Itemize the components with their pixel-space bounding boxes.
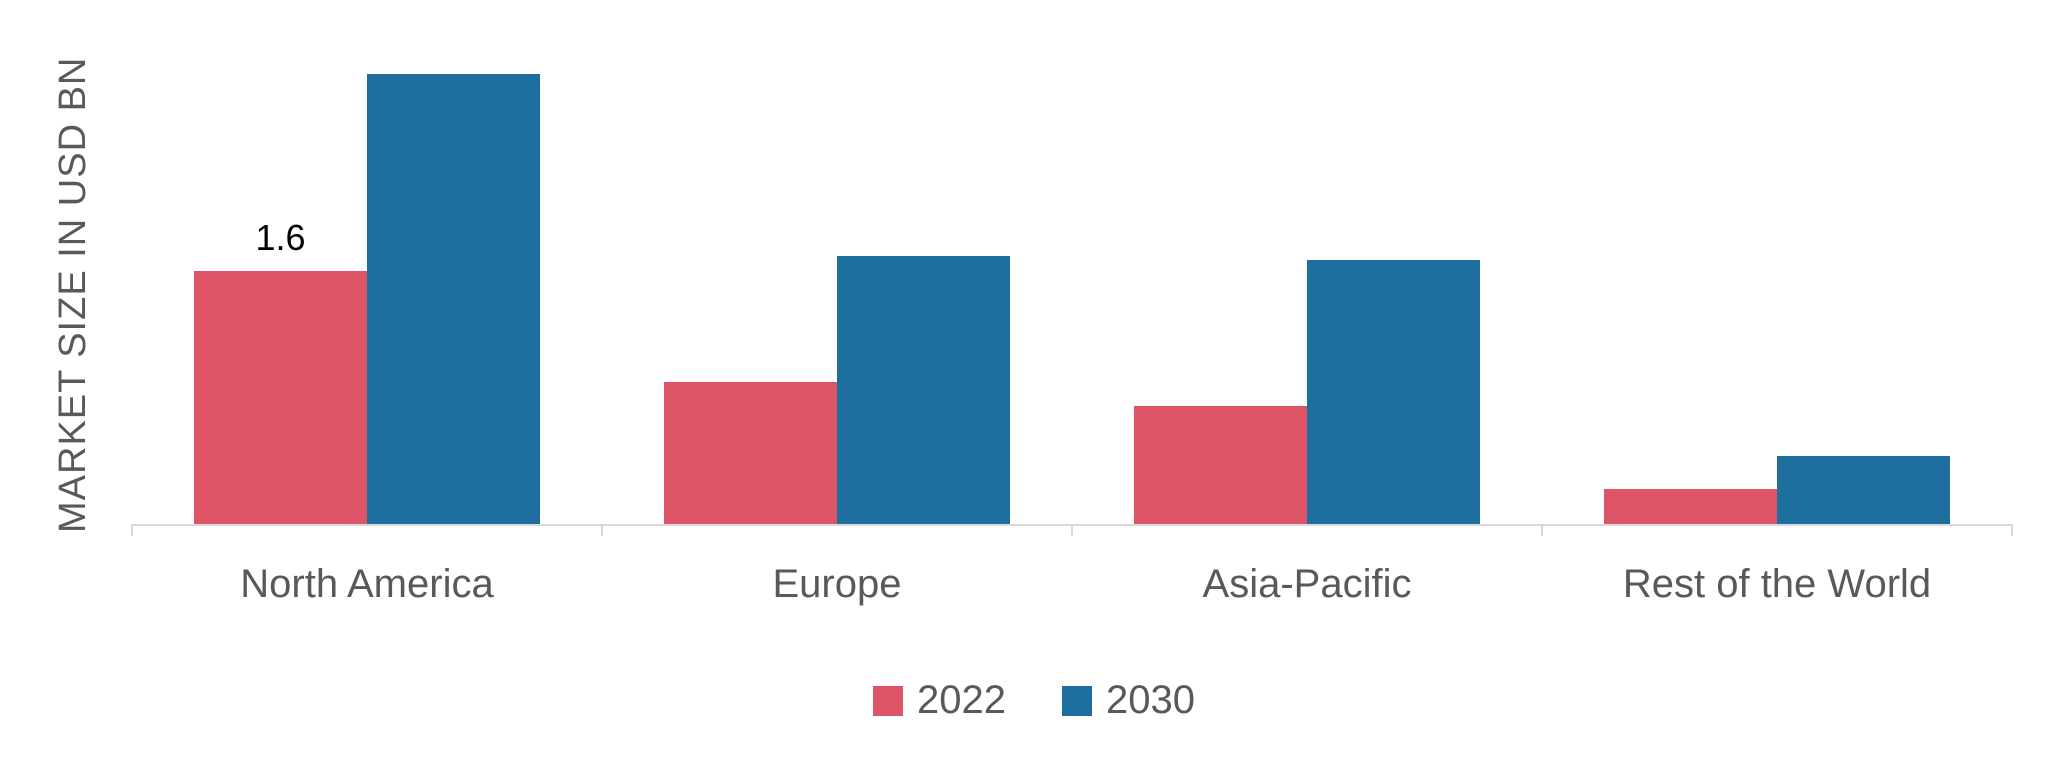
bar-2030-asia-pacific [1307,260,1480,524]
category-label-rest-of-the-world: Rest of the World [1622,562,1932,606]
legend-item-2022: 2022 [873,678,1006,723]
legend-item-2030: 2030 [1062,678,1195,723]
bar-2030-europe [837,256,1010,524]
legend-swatch-2022 [873,685,904,716]
category-label-europe: Europe [772,562,902,606]
legend-label-2030: 2030 [1106,678,1195,722]
category-label-asia-pacific: Asia-Pacific [1202,562,1412,606]
bar-2022-europe [664,382,837,524]
bar-group-rest-of-the-world [1542,66,2012,524]
bar-group-asia-pacific [1072,66,1542,524]
bar-group-north-america: 1.6 [132,66,602,524]
legend: 2022 2030 [0,678,2068,723]
plot-area: 1.6 [131,66,2013,536]
legend-swatch-2030 [1062,685,1092,716]
x-axis-labels: North America Europe Asia-Pacific Rest of t… [132,562,2012,607]
data-label-2022-north-america: 1.6 [255,217,306,258]
bar-2022-north-america: 1.6 [194,217,367,524]
bar-2022-asia-pacific [1134,406,1307,524]
bar-2030-rest-of-the-world [1777,456,1950,524]
x-axis-tick [601,524,603,536]
y-axis-label: MARKET SIZE IN USD BN [52,56,94,534]
x-axis-tick [2011,524,2013,536]
bar-group-europe [602,66,1072,524]
x-axis-tick [1071,524,1073,536]
bar-2022-rest-of-the-world [1604,489,1777,524]
x-axis-tick [1541,524,1543,536]
bar-2030-north-america [367,74,540,524]
legend-label-2022: 2022 [917,678,1006,722]
category-label-north-america: North America [240,562,494,606]
x-axis-tick [131,524,133,536]
